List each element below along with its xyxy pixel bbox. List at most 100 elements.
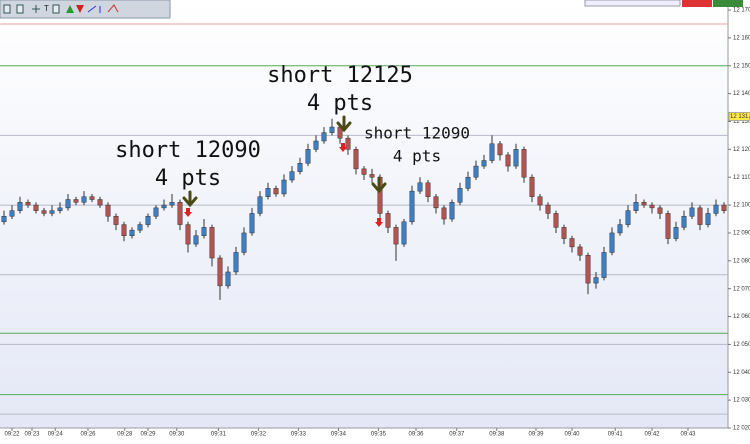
x-tick-label: 09:28 [117, 432, 133, 438]
candle-body [49, 210, 55, 214]
toolbar-icons: T [3, 4, 119, 14]
annotation: short 12090 [364, 124, 470, 143]
candle-body [673, 227, 679, 239]
x-tick-label: 09:32 [251, 432, 267, 438]
x-tick-label: 09:23 [24, 432, 40, 438]
candle-body [713, 204, 719, 214]
y-tick-label: 12 080 [733, 258, 750, 264]
plot-background [0, 0, 728, 428]
candle-body [73, 199, 79, 203]
x-tick-label: 09:30 [169, 432, 185, 438]
candle-body [625, 210, 631, 225]
y-tick-label: 12 130 [733, 119, 750, 125]
candle-body [609, 232, 615, 253]
candle-body [289, 171, 295, 181]
annotation: 4 pts [393, 147, 441, 166]
toolbar[interactable] [0, 0, 171, 19]
candle-body [169, 202, 175, 206]
candle-body [601, 252, 607, 278]
annotation: 4 pts [307, 91, 373, 116]
candle-body [193, 235, 199, 245]
candle-body [353, 149, 359, 170]
x-tick-label: 09:38 [489, 432, 505, 438]
candle-body [721, 204, 727, 211]
candle-body [481, 160, 487, 167]
top-price-box [682, 0, 712, 7]
candle-body [393, 227, 399, 245]
x-tick-label: 09:40 [564, 432, 580, 438]
candle-body [105, 204, 111, 217]
candle-body [409, 190, 415, 223]
candle-body [593, 277, 599, 284]
candle-body [17, 202, 23, 211]
candle-body [89, 196, 95, 200]
candle-body [153, 207, 159, 217]
candle-body [425, 182, 431, 197]
candle-body [505, 154, 511, 167]
candle-body [449, 202, 455, 220]
price-label: 12 131,8 [730, 114, 750, 120]
y-tick-label: 12 170 [733, 8, 750, 14]
candle-body [137, 224, 143, 231]
candle-body [129, 229, 135, 236]
svg-text:T: T [44, 4, 49, 13]
candle-body [41, 210, 47, 214]
candle-body [145, 215, 151, 225]
x-tick-label: 09:31 [211, 432, 227, 438]
price-label-box [728, 111, 750, 121]
x-tick-label: 09:34 [331, 432, 347, 438]
candle-body [209, 227, 215, 259]
annotation-arrows [182, 115, 387, 208]
candle-body [369, 174, 375, 178]
y-tick-label: 12 090 [733, 231, 750, 237]
candle-body [345, 137, 351, 150]
candle-body [497, 143, 503, 156]
y-tick-label: 12 120 [733, 147, 750, 153]
candle-body [521, 149, 527, 178]
x-tick-label: 09:33 [291, 432, 307, 438]
candle-body [297, 163, 303, 172]
candle-body [457, 188, 463, 203]
candle-body [201, 227, 207, 236]
candle-body [57, 207, 63, 211]
candle-body [473, 165, 479, 178]
annotation: 4 pts [155, 166, 221, 191]
top-widget [584, 0, 681, 7]
candle-body [705, 213, 711, 225]
annotation: short 12125 [267, 63, 413, 88]
candle-body [265, 188, 271, 197]
candle-body [641, 202, 647, 206]
y-tick-label: 12 110 [733, 175, 750, 181]
candle-body [281, 179, 287, 195]
x-tick-label: 09:26 [80, 432, 96, 438]
candle-body [1, 215, 7, 223]
candle-body [385, 213, 391, 228]
candle-body [225, 271, 231, 287]
candle-body [113, 215, 119, 225]
candle-body [361, 168, 367, 175]
y-tick-label: 12 040 [733, 370, 750, 376]
candle-body [329, 126, 335, 133]
y-tick-label: 12 050 [733, 342, 750, 348]
signal-arrows [184, 143, 383, 227]
candle-body [161, 204, 167, 209]
candle-body [401, 221, 407, 245]
candle-body [697, 207, 703, 225]
x-tick-label: 09:35 [371, 432, 387, 438]
candle-body [313, 140, 319, 150]
candle-body [65, 199, 71, 209]
annotation: short 12090 [115, 138, 261, 163]
y-tick-label: 12 030 [733, 398, 750, 404]
candle-body [617, 224, 623, 234]
candle-body [25, 202, 31, 206]
candle-body [217, 257, 223, 287]
candle-body [553, 213, 559, 228]
candle-body [33, 204, 39, 211]
candle-body [545, 204, 551, 214]
candle-body [633, 202, 639, 211]
candle-body [649, 204, 655, 209]
candle-body [241, 232, 247, 253]
y-tick-label: 12 060 [733, 314, 750, 320]
